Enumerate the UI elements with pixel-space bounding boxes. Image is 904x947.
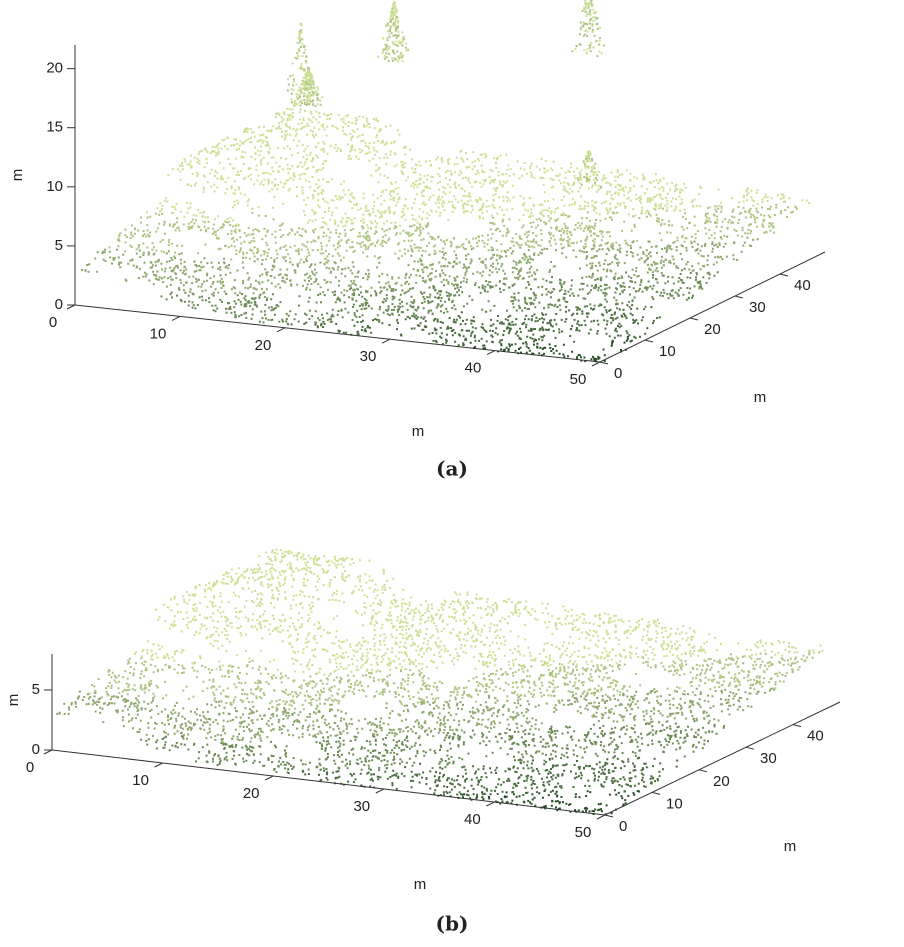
x-tick-label: 20: [243, 785, 260, 802]
y-axis-label: m: [754, 389, 767, 406]
point-cloud: [290, 302, 661, 347]
z-axis-label: m: [9, 169, 26, 182]
x-tick: [596, 814, 606, 820]
x-axis-label: m: [414, 876, 427, 893]
x-tick-label: 0: [26, 759, 34, 776]
z-tick-label: 0: [55, 296, 63, 313]
panel: 0 5 10 15 20 0 10 20 30 40 50 0 10 20 30 40 m m m (a): [9, 0, 826, 481]
z-tick-label: 0: [32, 741, 40, 758]
x-tick: [154, 762, 163, 768]
x-tick: [66, 304, 76, 310]
y-tick: [651, 791, 661, 795]
y-tick: [734, 295, 744, 299]
x-tick-label: 50: [575, 824, 592, 841]
y-axis: [604, 701, 841, 816]
y-tick-label: 10: [666, 795, 683, 812]
y-tick: [599, 361, 609, 365]
y-tick-label: 20: [713, 773, 730, 790]
y-tick: [745, 746, 755, 750]
z-tick-label: 5: [55, 237, 63, 254]
x-tick: [276, 327, 286, 333]
z-tick-label: 5: [32, 681, 40, 698]
x-tick: [381, 338, 391, 344]
x-tick: [264, 775, 274, 781]
x-tick-label: 30: [360, 348, 377, 365]
y-tick: [644, 339, 654, 343]
point-cloud: [134, 548, 824, 677]
point-cloud: [56, 683, 776, 743]
x-tick-label: 10: [132, 772, 149, 789]
point-cloud: [160, 267, 719, 326]
x-tick-label: 40: [464, 811, 481, 828]
y-tick-label: 40: [807, 728, 824, 745]
y-tick-label: 30: [749, 299, 766, 316]
y-tick-label: 20: [704, 321, 721, 338]
x-axis-label: m: [412, 423, 425, 440]
y-tick: [604, 814, 614, 818]
y-tick-label: 0: [619, 818, 627, 835]
x-tick: [43, 749, 53, 755]
caption: (a): [436, 457, 468, 481]
x-tick-label: 0: [49, 314, 57, 331]
point-cloud: [108, 0, 798, 264]
point-cloud: [287, 755, 679, 797]
x-axis: [51, 749, 606, 816]
y-tick-label: 0: [614, 365, 622, 382]
x-axis: [74, 304, 601, 363]
y-tick: [792, 724, 802, 728]
caption: (b): [436, 912, 469, 936]
y-tick: [779, 273, 789, 277]
y-tick-label: 30: [760, 750, 777, 767]
x-tick: [375, 788, 385, 794]
y-tick: [689, 317, 699, 321]
z-tick-label: 20: [46, 60, 63, 77]
z-tick-label: 15: [46, 119, 63, 136]
x-tick-label: 10: [150, 325, 167, 342]
x-tick: [486, 801, 495, 807]
x-tick-label: 50: [570, 371, 587, 388]
z-axis-label: m: [5, 694, 22, 707]
y-tick-label: 10: [659, 343, 676, 360]
x-tick: [591, 361, 601, 367]
y-tick-label: 40: [794, 277, 811, 294]
point-cloud: [140, 717, 726, 774]
y-tick: [698, 769, 708, 773]
y-axis-label: m: [784, 838, 797, 855]
x-tick-label: 40: [465, 360, 482, 377]
z-tick-label: 10: [46, 178, 63, 195]
x-tick: [486, 350, 496, 356]
x-tick: [171, 315, 181, 321]
point-cloud: [146, 0, 811, 231]
x-tick-label: 30: [353, 798, 370, 815]
x-tick-label: 20: [255, 337, 272, 354]
y-axis: [599, 251, 826, 363]
